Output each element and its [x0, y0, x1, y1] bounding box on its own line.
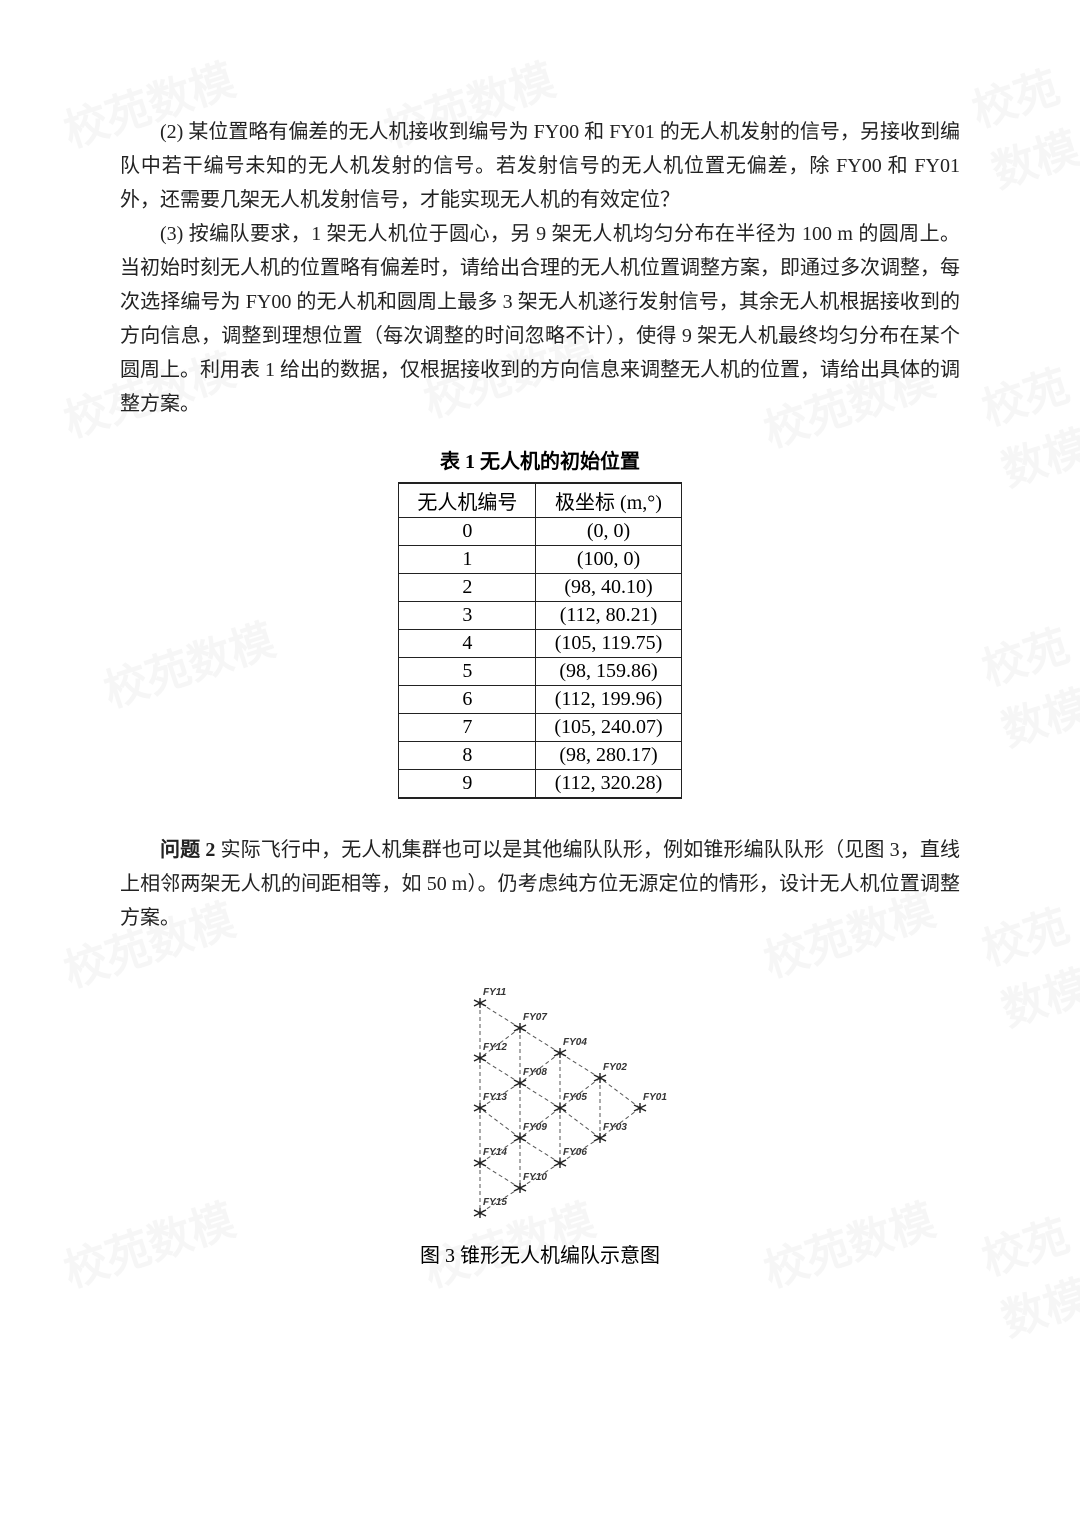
- table-cell: (112, 320.28): [536, 770, 681, 799]
- question-2: 问题 2 实际飞行中，无人机集群也可以是其他编队队形，例如锥形编队队形（见图 3…: [120, 833, 960, 935]
- drone-label: FY06: [563, 1147, 587, 1158]
- table-cell: 5: [399, 658, 536, 686]
- formation-edge: [520, 1028, 560, 1053]
- formation-edge: [480, 1058, 520, 1083]
- drone-icon: [474, 998, 486, 1008]
- formation-edge: [480, 1108, 520, 1138]
- drone-label: FY10: [523, 1172, 547, 1183]
- drone-label: FY04: [563, 1037, 587, 1048]
- paragraph-3: (3) 按编队要求，1 架无人机位于圆心，另 9 架无人机均匀分布在半径为 10…: [120, 217, 960, 421]
- drone-label: FY08: [523, 1067, 547, 1078]
- table-cell: (98, 40.10): [536, 574, 681, 602]
- formation-edge: [480, 1163, 520, 1188]
- drone-icon: [554, 1158, 566, 1168]
- table-cell: (105, 240.07): [536, 714, 681, 742]
- table-row: 3(112, 80.21): [399, 602, 681, 630]
- table-row: 9(112, 320.28): [399, 770, 681, 799]
- table-row: 0(0, 0): [399, 518, 681, 546]
- table-row: 7(105, 240.07): [399, 714, 681, 742]
- drone-icon: [474, 1208, 486, 1218]
- table-cell: 8: [399, 742, 536, 770]
- drone-icon: [514, 1183, 526, 1193]
- formation-edge: [480, 1003, 520, 1028]
- drone-label: FY09: [523, 1122, 547, 1133]
- table-cell: 4: [399, 630, 536, 658]
- drone-icon: [554, 1048, 566, 1058]
- formation-edge: [560, 1053, 600, 1078]
- figure-cone-formation: FY01 FY02 FY03 FY04 FY05 FY06 FY07 FY08 FY09 FY10…: [400, 983, 680, 1233]
- table-cell: (98, 280.17): [536, 742, 681, 770]
- drone-icon: [514, 1023, 526, 1033]
- drone-label: FY14: [483, 1147, 507, 1158]
- table-cell: 1: [399, 546, 536, 574]
- table-cell: 3: [399, 602, 536, 630]
- table-header-id: 无人机编号: [399, 483, 536, 518]
- drone-label: FY07: [523, 1012, 547, 1023]
- table-cell: (112, 199.96): [536, 686, 681, 714]
- table-cell: 7: [399, 714, 536, 742]
- table-cell: 2: [399, 574, 536, 602]
- table-header-polar: 极坐标 (m,°): [536, 483, 681, 518]
- drone-label: FY03: [603, 1122, 627, 1133]
- figure-caption: 图 3 锥形无人机编队示意图: [120, 1239, 960, 1268]
- question-2-prefix: 问题 2: [160, 839, 215, 861]
- question-2-body: 实际飞行中，无人机集群也可以是其他编队队形，例如锥形编队队形（见图 3，直线上相…: [120, 839, 960, 929]
- drone-icon: [474, 1158, 486, 1168]
- table-cell: (112, 80.21): [536, 602, 681, 630]
- paragraph-2: (2) 某位置略有偏差的无人机接收到编号为 FY00 和 FY01 的无人机发射…: [120, 115, 960, 217]
- drone-label: FY01: [643, 1092, 667, 1103]
- formation-edge: [560, 1108, 600, 1138]
- table-row: 1(100, 0): [399, 546, 681, 574]
- table-caption: 表 1 无人机的初始位置: [120, 445, 960, 474]
- formation-edge: [520, 1083, 560, 1108]
- table-cell: 6: [399, 686, 536, 714]
- table-row: 2(98, 40.10): [399, 574, 681, 602]
- drone-label: FY02: [603, 1062, 627, 1073]
- drone-label: FY11: [483, 987, 507, 998]
- drone-label: FY15: [483, 1197, 507, 1208]
- formation-edge: [600, 1078, 640, 1108]
- drone-label: FY13: [483, 1092, 507, 1103]
- drone-icon: [634, 1103, 646, 1113]
- table-cell: (105, 119.75): [536, 630, 681, 658]
- drone-label: FY05: [563, 1092, 587, 1103]
- table-cell: (0, 0): [536, 518, 681, 546]
- table-initial-positions: 无人机编号 极坐标 (m,°) 0(0, 0)1(100, 0)2(98, 40…: [398, 482, 681, 799]
- table-row: 8(98, 280.17): [399, 742, 681, 770]
- formation-edge: [520, 1138, 560, 1163]
- table-cell: 9: [399, 770, 536, 799]
- table-row: 4(105, 119.75): [399, 630, 681, 658]
- table-cell: (98, 159.86): [536, 658, 681, 686]
- table-row: 5(98, 159.86): [399, 658, 681, 686]
- table-cell: 0: [399, 518, 536, 546]
- table-cell: (100, 0): [536, 546, 681, 574]
- table-row: 6(112, 199.96): [399, 686, 681, 714]
- drone-label: FY12: [483, 1042, 507, 1053]
